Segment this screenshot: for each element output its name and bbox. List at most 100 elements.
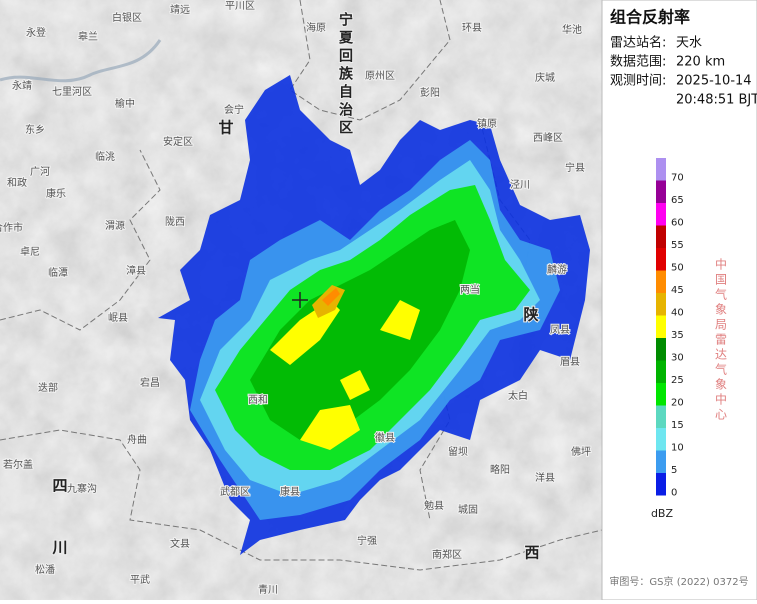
info-label: 雷达站名: — [610, 35, 666, 51]
place-name: 文县 — [170, 537, 190, 550]
region-char: 西 — [524, 544, 539, 562]
place-name: 临洮 — [95, 150, 115, 163]
region-char: 四 — [52, 477, 67, 495]
legend-label: 35 — [671, 330, 684, 341]
info-value: 天水 — [676, 36, 702, 51]
place-name: 皋兰 — [78, 30, 98, 43]
place-name: 泾川 — [510, 178, 530, 191]
legend-label: 40 — [671, 308, 684, 319]
info-value: 220 km — [676, 55, 725, 70]
legend-swatch — [656, 338, 666, 361]
legend-label: 55 — [671, 240, 684, 251]
place-name: 平川区 — [225, 0, 255, 12]
legend-swatch — [656, 473, 666, 496]
legend-swatch — [656, 293, 666, 316]
place-name: 安定区 — [163, 135, 193, 148]
place-name: 庆城 — [535, 71, 555, 84]
legend-label: 5 — [671, 465, 677, 476]
echo-region — [250, 220, 470, 440]
info-value: 2025-10-14 — [676, 74, 752, 89]
legend-label: 50 — [671, 263, 684, 274]
place-name: 合作市 — [0, 221, 23, 234]
place-name: 榆中 — [115, 97, 135, 110]
place-name: 陇西 — [165, 215, 185, 228]
place-name: 原州区 — [365, 70, 395, 82]
place-name: 广河 — [30, 166, 50, 178]
place-name: 康乐 — [46, 187, 66, 200]
panel-title: 组合反射率 — [610, 8, 690, 27]
place-name: 勉县 — [424, 499, 444, 512]
place-name: 佛坪 — [571, 445, 591, 458]
legend-unit: dBZ — [651, 507, 674, 520]
place-name: 康县 — [280, 485, 300, 498]
legend-swatch — [656, 270, 666, 293]
legend-swatch — [656, 180, 666, 203]
place-name: 武都区 — [220, 485, 250, 498]
legend-label: 45 — [671, 285, 684, 296]
place-name: 渭源 — [105, 219, 125, 232]
legend-swatch — [656, 405, 666, 428]
info-label: 数据范围: — [610, 55, 666, 70]
place-name: 华池 — [562, 23, 582, 36]
info-value: 20:48:51 BJT — [676, 93, 757, 108]
place-name: 彭阳 — [420, 86, 440, 99]
legend-label: 20 — [671, 398, 684, 409]
legend-label: 30 — [671, 353, 684, 364]
place-name: 留坝 — [448, 445, 468, 458]
place-name: 白银区 — [112, 11, 142, 24]
place-name: 太白 — [508, 389, 528, 402]
place-name: 九寨沟 — [67, 482, 97, 495]
legend-swatch — [656, 248, 666, 271]
place-name: 西和 — [248, 394, 268, 406]
place-name: 两当 — [460, 283, 480, 296]
footer: 审图号：GS京 (2022) 0372号 — [609, 575, 748, 588]
region-char: 陕 — [523, 306, 538, 324]
legend-swatch — [656, 158, 666, 181]
place-name: 宁强 — [357, 534, 377, 547]
radar-echo — [158, 75, 590, 555]
place-name: 宁县 — [565, 161, 585, 174]
place-name: 洋县 — [535, 471, 555, 484]
legend-label: 10 — [671, 443, 684, 454]
place-name: 麟游 — [547, 263, 567, 276]
legend-label: 70 — [671, 173, 684, 184]
legend-label: 15 — [671, 420, 684, 431]
echo-core — [270, 300, 420, 450]
place-name: 镇原 — [477, 117, 497, 130]
legend-swatch — [656, 360, 666, 383]
place-name: 略阳 — [490, 463, 510, 476]
region-label: 宁夏回族自治区 — [337, 11, 353, 138]
region-char: 川 — [51, 539, 67, 557]
place-name: 青川 — [258, 583, 278, 596]
place-name: 东乡 — [25, 123, 45, 136]
place-name: 松潘 — [35, 563, 55, 576]
place-name: 七里河区 — [52, 86, 92, 98]
place-name: 卓尼 — [20, 246, 40, 258]
place-name: 宕昌 — [140, 376, 160, 389]
panel-bg — [601, 0, 757, 601]
legend-label: 65 — [671, 195, 684, 206]
place-name: 南郑区 — [432, 548, 462, 561]
legend-label: 0 — [671, 488, 677, 499]
place-name: 漳县 — [126, 264, 146, 277]
echo-core — [322, 288, 340, 306]
place-name: 和政 — [7, 176, 27, 189]
place-name: 环县 — [462, 22, 482, 34]
legend-swatch — [656, 225, 666, 248]
place-name: 眉县 — [560, 356, 580, 368]
credit: 中国气象局雷达气象中心 — [714, 257, 728, 423]
place-name: 会宁 — [224, 103, 244, 116]
place-name: 岷县 — [108, 312, 128, 324]
river — [0, 39, 162, 83]
place-name: 平武 — [130, 573, 150, 586]
place-name: 永登 — [26, 26, 46, 39]
place-name: 徽县 — [375, 431, 395, 444]
place-name: 靖远 — [170, 3, 190, 16]
place-name: 城固 — [458, 504, 478, 516]
place-name: 迭部 — [38, 381, 58, 394]
